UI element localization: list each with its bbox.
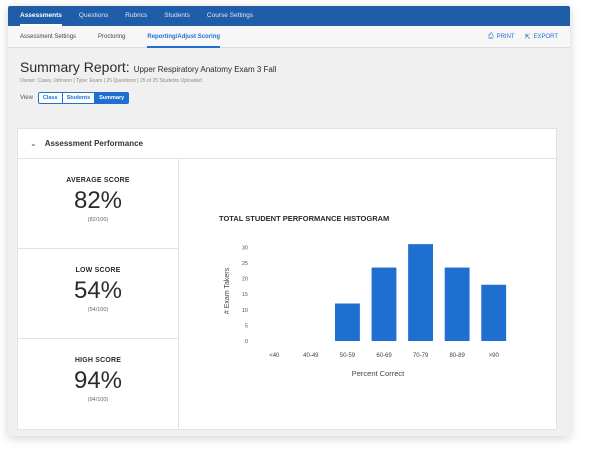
x-tick-label: >90 bbox=[489, 353, 500, 359]
y-tick-label: 5 bbox=[245, 323, 248, 329]
x-axis-label: Percent Correct bbox=[352, 369, 405, 378]
x-tick-label: 80-89 bbox=[449, 353, 465, 359]
y-tick-label: 0 bbox=[245, 339, 248, 345]
x-tick-label: 50-59 bbox=[340, 353, 356, 359]
app-window: Assessments Questions Rubrics Students C… bbox=[8, 6, 570, 436]
high-score-panel: HIGH SCORE 94% (94/100) bbox=[18, 339, 178, 429]
chevron-down-icon[interactable]: ⌄ bbox=[30, 139, 37, 148]
tab-assessment-settings[interactable]: Assessment Settings bbox=[20, 33, 77, 40]
x-tick-label: 70-79 bbox=[413, 353, 429, 359]
score-stats: AVERAGE SCORE 82% (82/100) LOW SCORE 54%… bbox=[18, 159, 179, 430]
sub-navigation: Assessment Settings Proctoring Reporting… bbox=[8, 26, 570, 48]
histogram-bar bbox=[371, 267, 397, 341]
histogram-bar bbox=[481, 284, 507, 341]
view-students-button[interactable]: Students bbox=[62, 93, 96, 103]
toolbar-actions: ⎙ PRINT ⇱ EXPORT bbox=[478, 26, 558, 48]
low-score-label: LOW SCORE bbox=[75, 267, 121, 274]
view-switcher: View Class Students Summary bbox=[20, 92, 558, 104]
printer-icon: ⎙ bbox=[487, 33, 494, 40]
high-score-detail: (94/100) bbox=[87, 397, 109, 403]
y-axis-label: # Exam Takers bbox=[224, 267, 231, 314]
low-score-detail: (54/100) bbox=[87, 307, 109, 313]
export-label: EXPORT bbox=[533, 34, 558, 40]
nav-course-settings[interactable]: Course Settings bbox=[206, 12, 254, 19]
average-score-value: 82% bbox=[73, 187, 123, 214]
print-label: PRINT bbox=[496, 34, 515, 40]
y-tick-label: 20 bbox=[242, 277, 248, 283]
average-score-label: AVERAGE SCORE bbox=[66, 177, 130, 184]
tab-reporting-adjust-scoring[interactable]: Reporting/Adjust Scoring bbox=[147, 26, 221, 48]
y-tick-label: 10 bbox=[242, 308, 248, 314]
average-score-detail: (82/100) bbox=[87, 217, 109, 223]
export-button[interactable]: ⇱ EXPORT bbox=[525, 33, 558, 41]
histogram-bar bbox=[444, 267, 470, 341]
performance-histogram: TOTAL STUDENT PERFORMANCE HISTOGRAM 0 5 10… bbox=[219, 214, 507, 378]
view-label: View bbox=[20, 95, 33, 101]
chart-title: TOTAL STUDENT PERFORMANCE HISTOGRAM bbox=[219, 214, 389, 223]
x-tick-label: 40-49 bbox=[303, 353, 319, 359]
nav-students[interactable]: Students bbox=[164, 12, 190, 19]
x-tick-label: <40 bbox=[269, 353, 280, 359]
card-header[interactable]: ⌄ Assessment Performance bbox=[18, 129, 556, 159]
assessment-performance-card: ⌄ Assessment Performance AVERAGE SCORE 8… bbox=[17, 128, 557, 430]
high-score-label: HIGH SCORE bbox=[74, 357, 122, 364]
y-tick-label: 15 bbox=[242, 292, 248, 298]
histogram-panel: TOTAL STUDENT PERFORMANCE HISTOGRAM 0 5 10… bbox=[179, 159, 557, 430]
page-meta: Owner: Casey Johnson | Type: Exam | 25 Q… bbox=[20, 78, 202, 84]
top-navigation: Assessments Questions Rubrics Students C… bbox=[8, 6, 570, 26]
view-class-button[interactable]: Class bbox=[38, 93, 63, 103]
page-title: Summary Report: Upper Respiratory Anatom… bbox=[20, 59, 558, 75]
tab-proctoring[interactable]: Proctoring bbox=[98, 33, 126, 40]
x-tick-label: 60-69 bbox=[376, 353, 392, 359]
view-summary-button[interactable]: Summary bbox=[95, 93, 129, 103]
nav-assessments[interactable]: Assessments bbox=[20, 6, 62, 26]
page-title-exam: Upper Respiratory Anatomy Exam 3 Fall bbox=[133, 65, 277, 74]
low-score-panel: LOW SCORE 54% (54/100) bbox=[18, 249, 178, 339]
low-score-value: 54% bbox=[73, 277, 123, 304]
y-tick-label: 25 bbox=[242, 261, 248, 267]
average-score-panel: AVERAGE SCORE 82% (82/100) bbox=[18, 159, 178, 249]
page-header: Summary Report: Upper Respiratory Anatom… bbox=[8, 48, 570, 104]
histogram-bar bbox=[334, 303, 360, 341]
print-button[interactable]: ⎙ PRINT bbox=[488, 33, 515, 41]
high-score-value: 94% bbox=[73, 367, 123, 394]
view-segmented-control: Class Students Summary bbox=[37, 92, 130, 104]
page-title-main: Summary Report: bbox=[20, 59, 130, 75]
nav-rubrics[interactable]: Rubrics bbox=[125, 12, 148, 19]
card-title: Assessment Performance bbox=[44, 139, 143, 148]
y-tick-label: 30 bbox=[242, 245, 248, 251]
export-icon: ⇱ bbox=[524, 34, 531, 41]
nav-questions[interactable]: Questions bbox=[78, 12, 109, 19]
histogram-bar bbox=[408, 244, 434, 341]
